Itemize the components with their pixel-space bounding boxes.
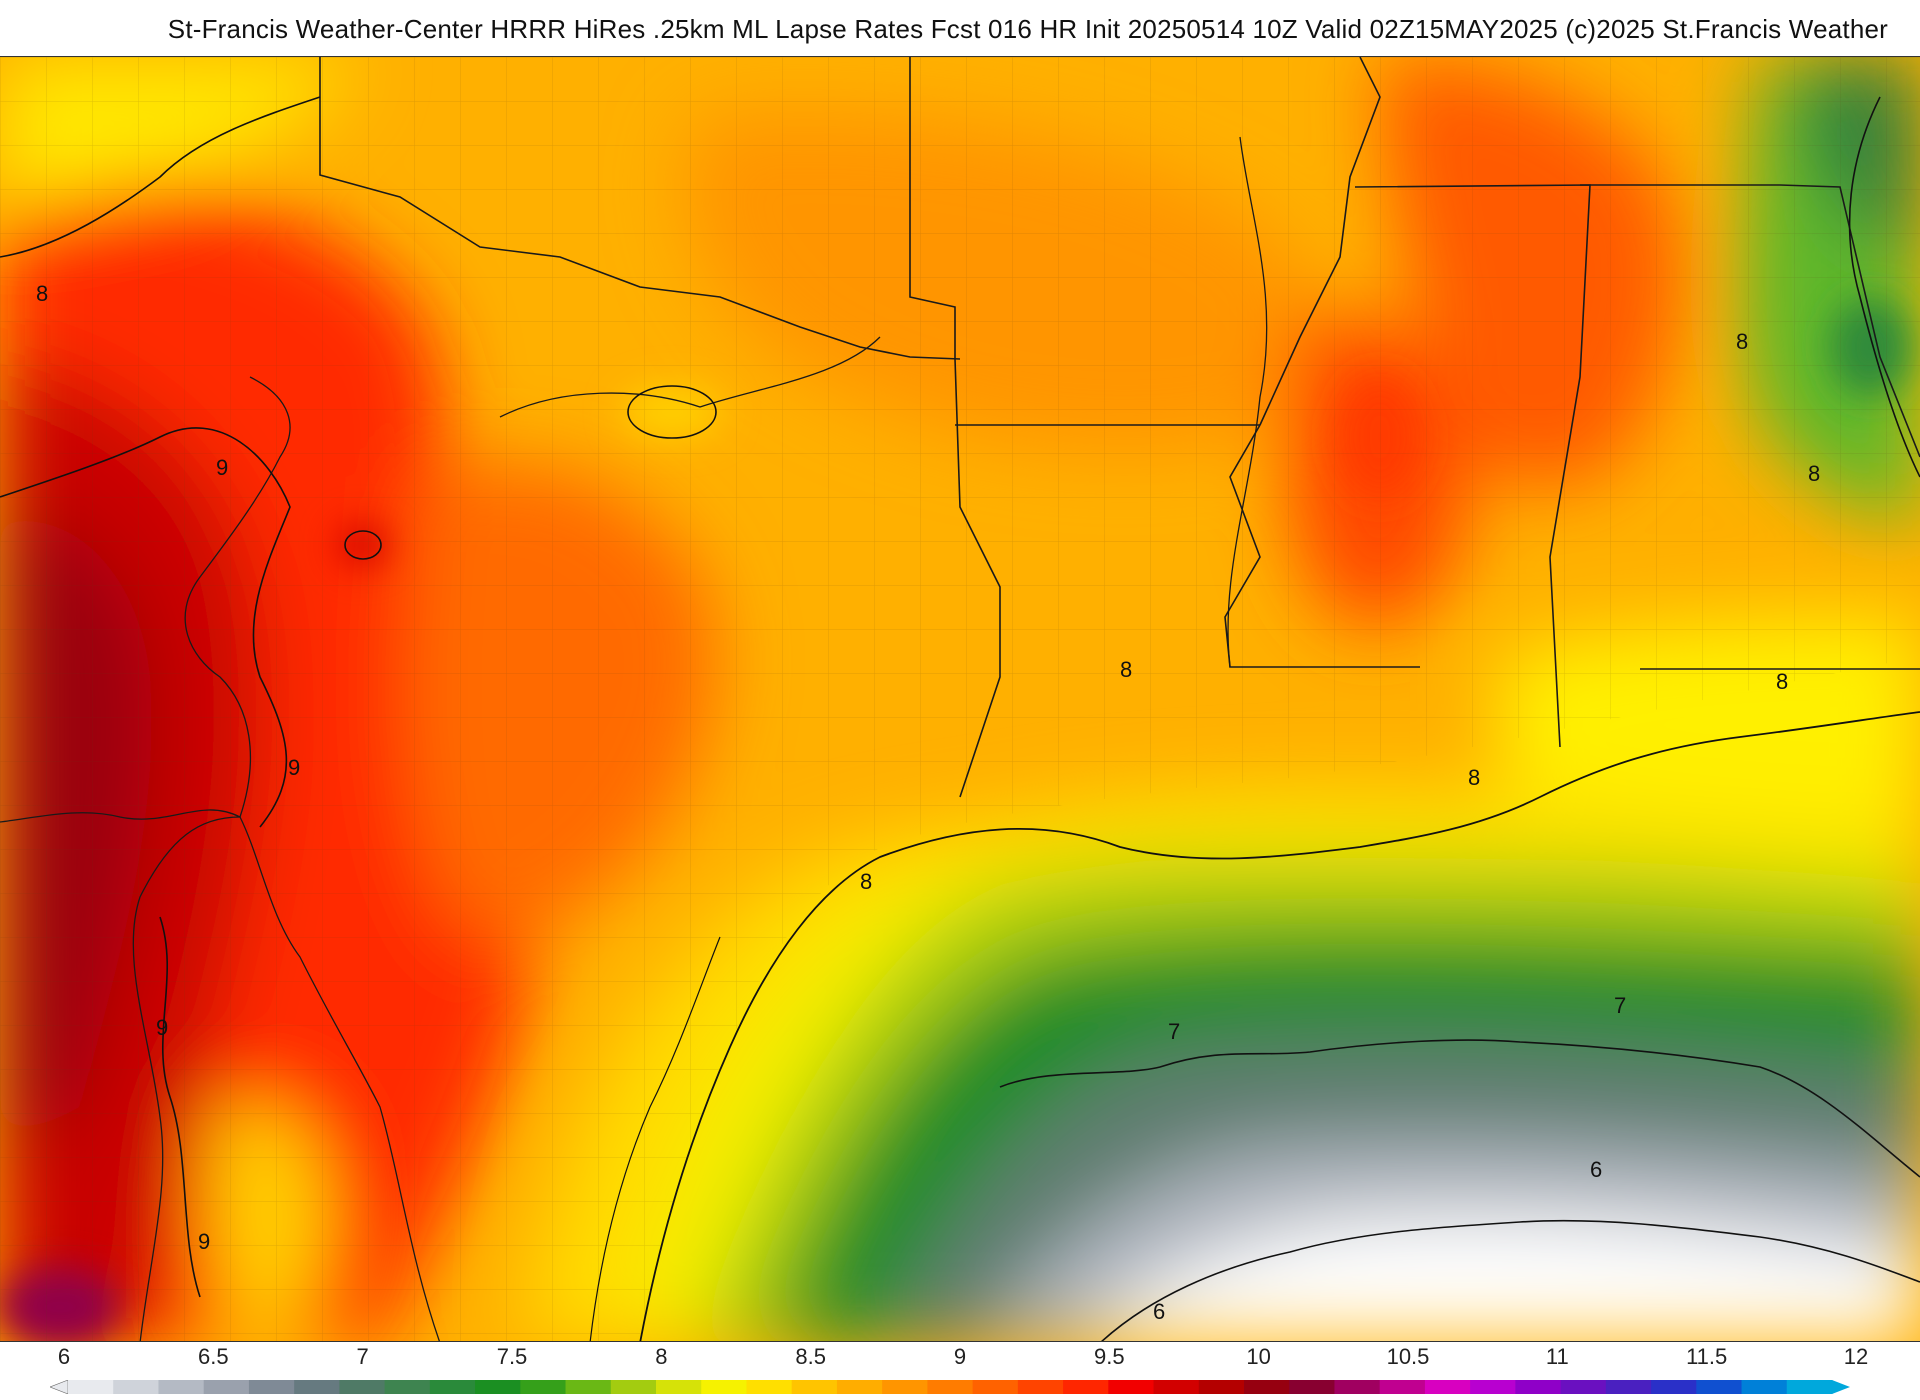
legend-tick-label: 12: [1843, 1344, 1869, 1369]
lapse-rate-map: 8 9 9 9 9 8 8 8 8 8 8 7 7 6 6: [0, 57, 1920, 1341]
contour-label: 8: [1468, 765, 1480, 790]
legend-swatch: [1470, 1380, 1516, 1394]
legend-tick-label: 8.5: [795, 1344, 826, 1369]
contour-label: 6: [1590, 1157, 1602, 1182]
legend-swatch: [1379, 1380, 1426, 1394]
rivers-and-border: [0, 136, 1268, 1341]
legend-swatch: [656, 1380, 702, 1394]
legend-color-bar: [50, 1380, 1850, 1394]
legend-swatch: [1651, 1380, 1697, 1394]
contour-label: 8: [36, 281, 48, 306]
legend-tick-label: 9: [953, 1344, 967, 1369]
legend-swatch: [836, 1380, 883, 1394]
legend-swatch: [475, 1380, 521, 1394]
legend-swatch: [113, 1380, 159, 1394]
legend-swatch: [384, 1380, 431, 1394]
legend-swatch: [1244, 1380, 1290, 1394]
legend-swatch: [1786, 1380, 1833, 1394]
legend-swatch: [248, 1380, 295, 1394]
contour-label: 8: [1776, 669, 1788, 694]
contour-label: 8: [1808, 461, 1820, 486]
barrier-islands: [589, 936, 721, 1341]
legend-swatch: [520, 1380, 567, 1394]
contour-label: 9: [198, 1229, 210, 1254]
legend-swatch: [927, 1380, 974, 1394]
coastline: [639, 711, 1920, 1341]
legend-swatch: [701, 1380, 747, 1394]
contour-label: 6: [1153, 1299, 1165, 1324]
legend-tick-label: 10: [1246, 1344, 1271, 1369]
state-boundaries: [319, 57, 1920, 798]
legend-swatch: [68, 1380, 114, 1394]
legend-swatch: [882, 1380, 928, 1394]
legend-tick-label: 8: [655, 1344, 668, 1369]
contour-label: 9: [156, 1015, 168, 1040]
contour-label: 9: [288, 755, 300, 780]
legend-swatch: [610, 1380, 657, 1394]
legend-swatch: [1108, 1380, 1155, 1394]
legend-swatch: [1198, 1380, 1245, 1394]
legend-min-arrow: [50, 1380, 69, 1394]
legend-swatch: [429, 1380, 476, 1394]
legend-swatch: [203, 1380, 250, 1394]
legend-tick-label: 6: [57, 1344, 71, 1369]
legend-tick-label: 10.5: [1386, 1344, 1430, 1369]
legend-max-arrow: [1832, 1380, 1850, 1394]
contour-label: 9: [216, 455, 228, 480]
contour-label: 8: [1736, 329, 1748, 354]
legend-swatch: [972, 1380, 1019, 1394]
contour-lines: [0, 96, 1920, 1341]
legend-swatch: [1017, 1380, 1064, 1394]
legend-swatch: [1334, 1380, 1381, 1394]
legend-tick-label: 11: [1545, 1344, 1569, 1369]
legend-swatch: [339, 1380, 386, 1394]
legend-swatch: [1424, 1380, 1471, 1394]
contour-label: 7: [1614, 993, 1626, 1018]
legend-swatch: [1289, 1380, 1335, 1394]
map-title: St-Francis Weather-Center HRRR HiRes .25…: [167, 14, 1888, 44]
legend-swatch: [158, 1380, 205, 1394]
map-frame: 8 9 9 9 9 8 8 8 8 8 8 7 7 6 6: [0, 56, 1920, 1342]
legend-swatch: [1605, 1380, 1652, 1394]
color-legend: 6 6.5 7 7.5 8 8.5 9 9.5 10 10.5 11 11.5 12: [0, 1342, 1920, 1400]
contour-label: 7: [1168, 1019, 1180, 1044]
legend-swatch: [746, 1380, 793, 1394]
legend-swatch: [791, 1380, 838, 1394]
legend-swatch: [1560, 1380, 1607, 1394]
legend-swatch: [1063, 1380, 1109, 1394]
title-bar: St-Francis Weather-Center HRRR HiRes .25…: [0, 0, 1920, 56]
contour-labels: 8 9 9 9 9 8 8 8 8 8 8 7 7 6 6: [36, 281, 1820, 1324]
county-boundaries: [0, 57, 1920, 1341]
legend-swatch: [294, 1380, 340, 1394]
legend-tick-label: 11.5: [1686, 1344, 1728, 1369]
legend-tick-label: 9.5: [1094, 1344, 1125, 1369]
legend-swatch: [1515, 1380, 1562, 1394]
legend-swatch: [1696, 1380, 1743, 1394]
legend-swatch: [565, 1380, 612, 1394]
legend-tick-label: 7: [356, 1344, 369, 1369]
legend-swatch: [1153, 1380, 1200, 1394]
contour-label: 8: [860, 869, 872, 894]
legend-tick-label: 7.5: [496, 1344, 528, 1369]
contour-label: 8: [1120, 657, 1132, 682]
legend-tick-label: 6.5: [198, 1344, 229, 1369]
legend-swatch: [1741, 1380, 1788, 1394]
